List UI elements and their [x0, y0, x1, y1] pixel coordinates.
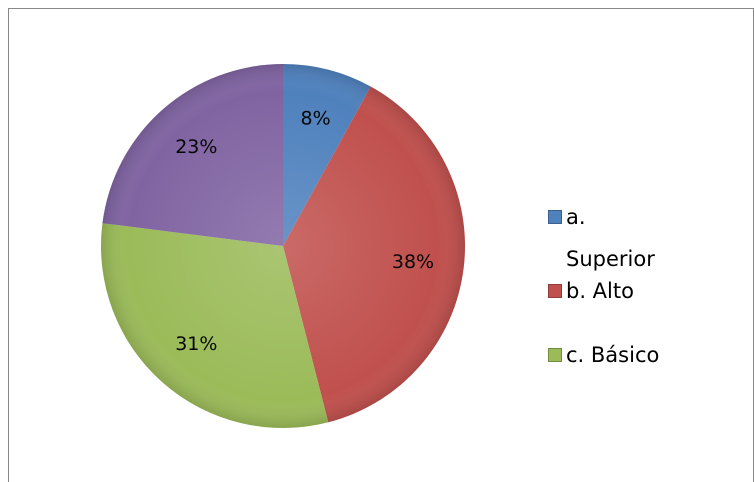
- data-label: 8%: [301, 108, 331, 130]
- legend-swatch: [548, 210, 562, 224]
- legend-swatch: [548, 284, 562, 298]
- legend-label: b. Alto: [566, 279, 634, 303]
- legend-label: a. Superior: [566, 205, 655, 271]
- legend-swatch: [548, 348, 562, 362]
- legend-label: c. Básico: [566, 343, 660, 367]
- data-label: 38%: [392, 251, 434, 273]
- data-label: 31%: [175, 333, 217, 355]
- legend-entry: b. Alto: [548, 270, 688, 312]
- legend-entry: c. Básico: [548, 334, 688, 376]
- data-label: 23%: [175, 136, 217, 158]
- legend-entry: a. Superior: [548, 196, 688, 280]
